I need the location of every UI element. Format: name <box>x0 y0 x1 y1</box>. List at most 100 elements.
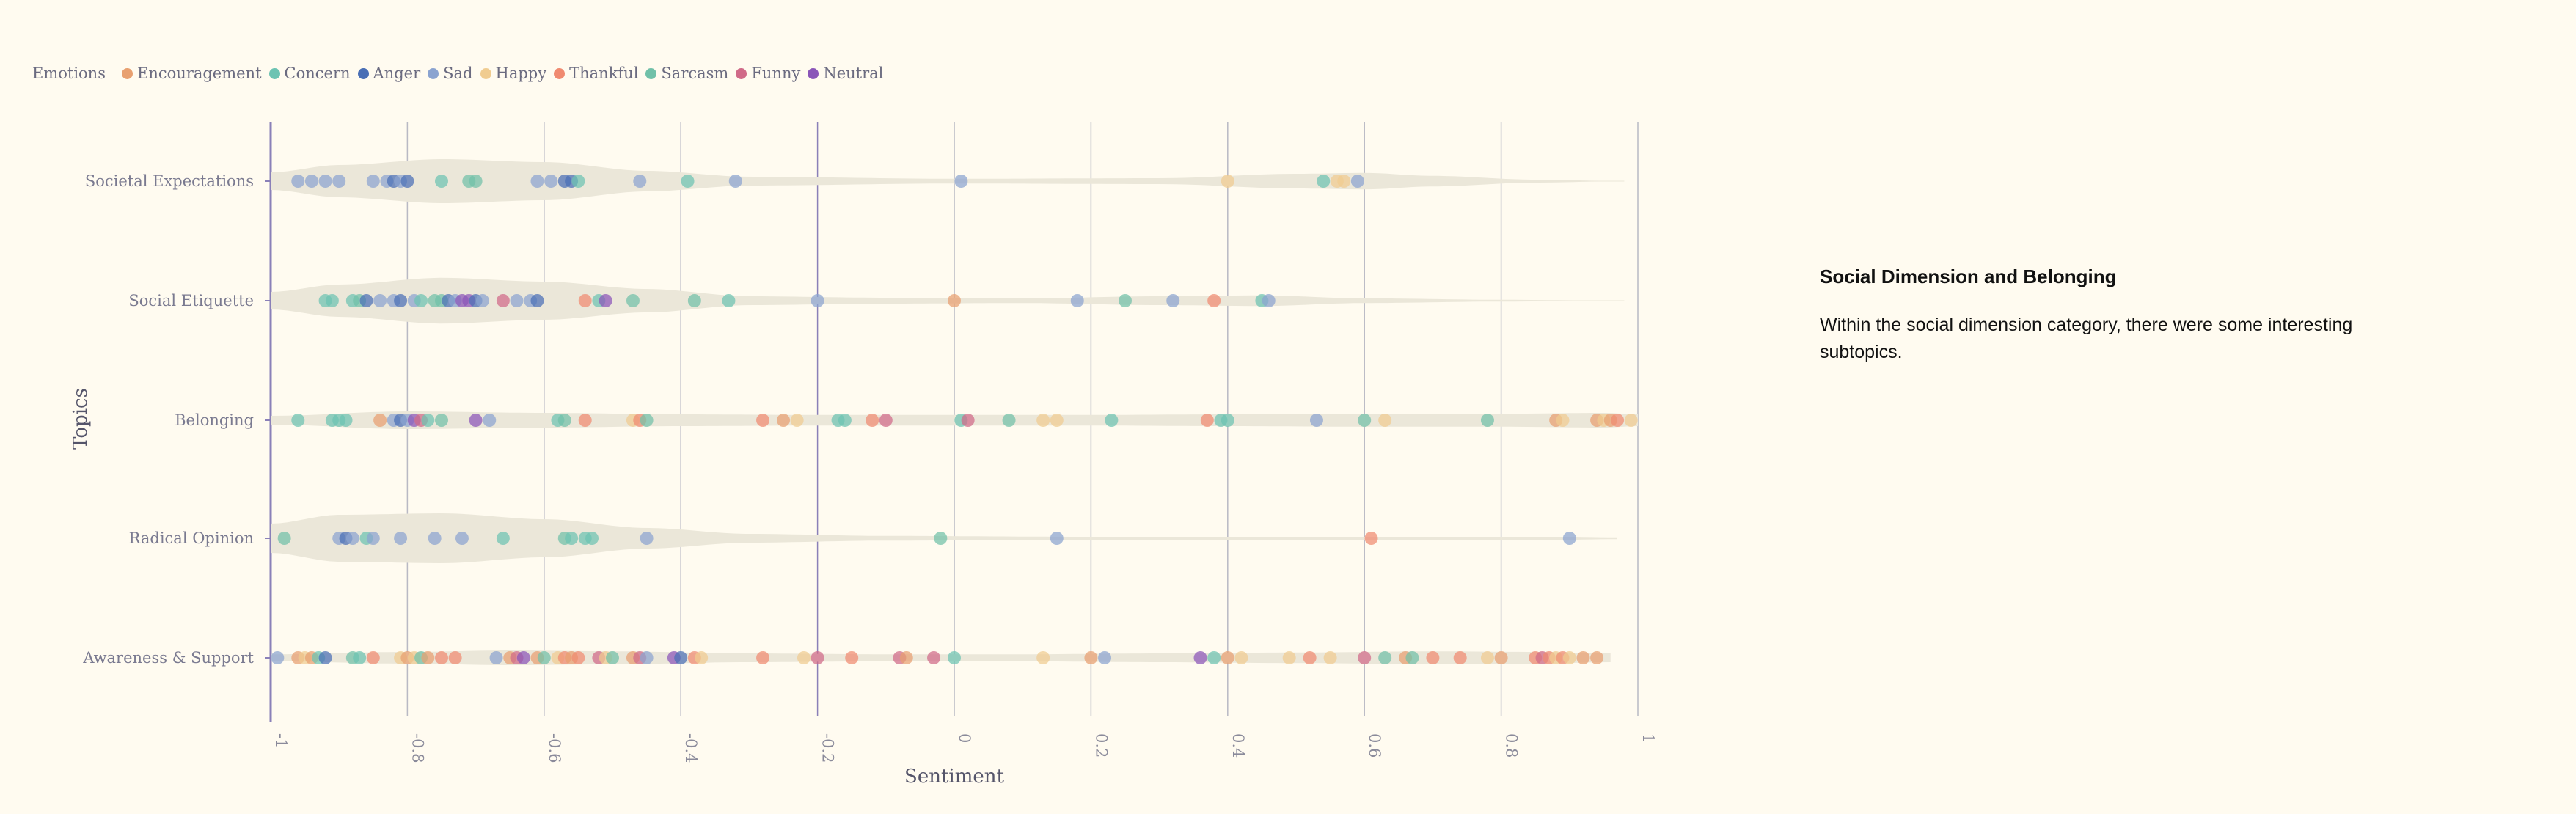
x-tick-label: -0.8 <box>409 733 426 763</box>
data-point <box>571 651 585 664</box>
legend-swatch <box>736 67 747 79</box>
legend-item-sarcasm[interactable]: Sarcasm <box>645 65 728 82</box>
data-point <box>1378 414 1392 427</box>
data-point <box>1453 651 1467 664</box>
data-point <box>1036 414 1050 427</box>
legend-item-anger[interactable]: Anger <box>357 65 421 82</box>
data-point <box>1200 414 1214 427</box>
legend-item-encouragement[interactable]: Encouragement <box>122 65 262 82</box>
data-point <box>1105 414 1119 427</box>
data-point <box>1611 414 1625 427</box>
data-point <box>1098 651 1112 664</box>
legend-items: Encouragement Concern Anger Sad Happy Thankfu… <box>122 65 890 82</box>
x-tick-label: 1 <box>1639 733 1657 743</box>
data-point <box>674 651 688 664</box>
data-point <box>1337 175 1351 188</box>
legend-title: Emotions <box>32 65 106 82</box>
data-point <box>626 294 640 307</box>
data-point <box>318 175 332 188</box>
data-point <box>1480 414 1494 427</box>
data-point <box>728 175 742 188</box>
data-point <box>1119 294 1132 307</box>
legend-item-neutral[interactable]: Neutral <box>808 65 883 82</box>
data-point <box>640 414 654 427</box>
data-point <box>599 294 612 307</box>
data-point <box>339 414 353 427</box>
x-tick-label: 0.6 <box>1366 733 1383 758</box>
legend-item-funny[interactable]: Funny <box>736 65 800 82</box>
data-point <box>1166 294 1180 307</box>
data-point <box>934 532 948 545</box>
data-point <box>811 651 824 664</box>
legend-swatch <box>808 67 819 79</box>
x-tick-label: 0.8 <box>1503 733 1521 758</box>
violin-social-etiquette <box>271 277 1625 324</box>
data-point <box>496 532 510 545</box>
data-point <box>845 651 859 664</box>
violin-societal-expectations <box>271 159 1625 203</box>
data-point <box>790 414 804 427</box>
legend-item-thankful[interactable]: Thankful <box>554 65 638 82</box>
x-tick-label: -0.6 <box>546 733 563 763</box>
data-point <box>1282 651 1296 664</box>
data-point <box>510 294 524 307</box>
data-point <box>291 175 305 188</box>
data-point <box>1193 651 1207 664</box>
data-point <box>1426 651 1440 664</box>
data-point <box>483 414 497 427</box>
data-point <box>1309 414 1323 427</box>
data-point <box>1050 532 1064 545</box>
data-point <box>1317 175 1331 188</box>
data-point <box>1323 651 1337 664</box>
legend-item-happy[interactable]: Happy <box>480 65 546 82</box>
data-point <box>1590 651 1604 664</box>
data-point <box>345 532 359 545</box>
x-tick-label: 0.4 <box>1229 733 1247 758</box>
data-point <box>1221 414 1234 427</box>
data-point <box>318 651 332 664</box>
legend-swatch <box>357 67 369 79</box>
data-point <box>1221 651 1234 664</box>
data-point <box>537 651 551 664</box>
data-point <box>797 651 811 664</box>
data-point <box>530 175 544 188</box>
data-point <box>394 294 408 307</box>
legend-swatch <box>480 67 491 79</box>
legend-swatch <box>645 67 657 79</box>
data-point <box>948 294 961 307</box>
data-point <box>954 175 968 188</box>
data-point <box>1358 414 1372 427</box>
data-point <box>414 294 428 307</box>
data-point <box>948 651 961 664</box>
legend-swatch <box>428 67 439 79</box>
data-point <box>838 414 852 427</box>
data-point <box>394 532 408 545</box>
data-point <box>585 532 599 545</box>
x-tick-label: 0 <box>956 733 973 743</box>
data-point <box>544 175 558 188</box>
data-point <box>1303 651 1317 664</box>
data-point <box>1070 294 1084 307</box>
data-point <box>640 651 654 664</box>
data-point <box>373 414 387 427</box>
legend-label: Funny <box>751 65 801 82</box>
data-point <box>421 651 435 664</box>
legend-label: Neutral <box>823 65 884 82</box>
data-point <box>400 175 414 188</box>
legend-label: Concern <box>284 65 351 82</box>
data-point <box>435 175 448 188</box>
data-point <box>1378 651 1392 664</box>
y-tick-label: Awareness & Support <box>82 649 254 667</box>
data-point <box>1358 651 1372 664</box>
data-point <box>366 175 380 188</box>
data-point <box>421 414 435 427</box>
data-point <box>866 414 879 427</box>
x-tick-label: -1 <box>272 733 290 748</box>
data-point <box>565 532 579 545</box>
data-point <box>1262 294 1276 307</box>
legend-item-concern[interactable]: Concern <box>268 65 351 82</box>
legend-label: Anger <box>373 65 421 82</box>
legend-item-sad[interactable]: Sad <box>428 65 473 82</box>
y-tick-label: Radical Opinion <box>129 529 254 547</box>
